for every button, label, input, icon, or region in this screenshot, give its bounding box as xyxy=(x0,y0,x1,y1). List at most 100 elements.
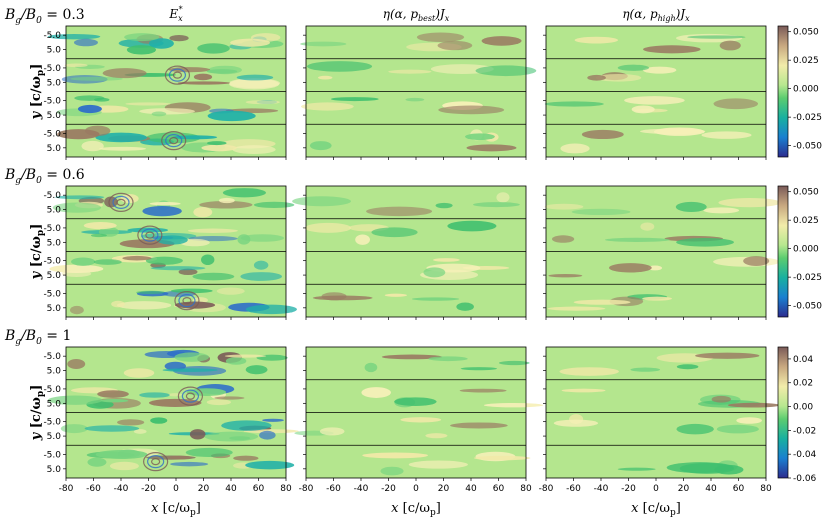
heatmap-blob xyxy=(125,102,171,106)
vortex-ring xyxy=(137,225,163,245)
x-tick-label: 40 xyxy=(225,484,237,494)
heatmap-blob xyxy=(719,40,741,51)
heatmap-blob xyxy=(473,455,531,461)
heatmap-blob xyxy=(47,34,101,40)
row-label: Bg/B0 = 1 xyxy=(4,328,71,347)
vortex-ring xyxy=(185,392,196,400)
heatmap-blob xyxy=(214,396,245,400)
y-axis-label: y [c/ωp] xyxy=(29,64,46,121)
heatmap-blob xyxy=(83,222,117,230)
y-tick-label: 5.0 xyxy=(47,399,62,409)
heatmap-blob xyxy=(574,36,619,44)
heatmap-blob xyxy=(716,424,759,434)
vortex-ring xyxy=(169,137,179,145)
column-title: η(α, phigh)Jx xyxy=(622,7,690,23)
heatmap-blob xyxy=(221,420,272,431)
heatmap-blob xyxy=(52,202,102,213)
heatmap-blob xyxy=(711,395,731,403)
heatmap-blob xyxy=(229,436,251,441)
heatmap-blob xyxy=(466,144,517,152)
y-tick-label: -5.0 xyxy=(43,450,61,460)
heatmap-blob xyxy=(97,390,129,398)
y-tick-label: 5.0 xyxy=(47,238,62,248)
vortex-ring xyxy=(141,228,159,242)
heatmap-blob xyxy=(77,104,102,114)
heatmap-blob xyxy=(245,460,295,470)
heatmap-blob xyxy=(727,402,780,408)
heatmap-blob xyxy=(81,140,104,152)
heatmap-blob xyxy=(99,146,147,151)
heatmap-blob xyxy=(553,419,599,427)
x-tick-label: 60 xyxy=(493,484,505,494)
heatmap-blob xyxy=(109,461,139,471)
heatmap-blob xyxy=(49,264,104,273)
x-tick-label: 80 xyxy=(280,484,292,494)
y-tick-label: -5.0 xyxy=(43,352,61,362)
y-tick-label: -5.0 xyxy=(43,31,61,41)
vortex-ring xyxy=(143,452,169,472)
heatmap-blob xyxy=(423,267,446,278)
heatmap-blob xyxy=(483,402,544,408)
row-label: Bg/B0 = 0.6 xyxy=(4,167,85,186)
heatmap-blob xyxy=(167,455,192,460)
row-label: Bg/B0 = 0.3 xyxy=(4,7,85,26)
heatmap-blob xyxy=(116,301,172,310)
heatmap-blob xyxy=(428,356,468,362)
heatmap-blob xyxy=(581,129,624,140)
heatmap-blob xyxy=(460,367,498,371)
heatmap-blob xyxy=(95,449,148,460)
heatmap-blob xyxy=(148,38,174,49)
heatmap-blob xyxy=(169,35,189,42)
heatmap-blob xyxy=(149,202,181,206)
heatmap-blob xyxy=(631,105,655,114)
heatmap-blob xyxy=(642,66,677,74)
heatmap-blob xyxy=(204,431,259,442)
heatmap-blob xyxy=(47,395,103,405)
heatmap-blob xyxy=(384,293,407,297)
heatmap-blob xyxy=(206,141,227,146)
heatmap-blob xyxy=(139,108,195,115)
x-tick-label: 0 xyxy=(413,484,419,494)
y-tick-label: 5.0 xyxy=(47,78,62,88)
heatmap-blob xyxy=(192,297,208,304)
vortex-ring xyxy=(151,458,161,466)
heatmap-blob xyxy=(95,132,147,143)
heatmap-blob xyxy=(714,464,744,475)
heatmap-blob xyxy=(233,455,259,461)
heatmap-blob xyxy=(172,135,218,140)
x-tick-label: 20 xyxy=(678,484,690,494)
heatmap-blob xyxy=(218,197,235,204)
x-tick-label: 40 xyxy=(705,484,717,494)
heatmap-blob xyxy=(381,354,443,360)
y-tick-label: 5.0 xyxy=(47,206,62,216)
x-tick-label: -40 xyxy=(354,484,369,494)
heatmap-blob xyxy=(124,33,160,42)
colorbar-tick-label: 0.02 xyxy=(793,379,813,389)
heatmap-blob xyxy=(587,74,606,81)
y-axis-label: y [c/ωp] xyxy=(29,385,46,442)
heatmap-blob xyxy=(136,290,165,295)
heatmap-blob xyxy=(361,387,391,398)
x-tick-label: 40 xyxy=(465,484,477,494)
heatmap-blob xyxy=(87,457,107,467)
x-tick-label: 20 xyxy=(198,484,210,494)
heatmap-blob xyxy=(245,304,297,315)
heatmap-blob xyxy=(561,388,606,393)
y-tick-label: -5.0 xyxy=(43,191,61,201)
vortex-ring xyxy=(172,71,183,79)
heatmap-blob xyxy=(201,254,215,266)
heatmap-blob xyxy=(145,256,183,265)
colorbar-tick-label: 0.050 xyxy=(793,188,819,198)
y-tick-label: 5.0 xyxy=(47,432,62,442)
x-axis-label: x [c/ωp] xyxy=(151,501,201,518)
heatmap-blob xyxy=(595,73,642,82)
heatmap-blob xyxy=(560,143,590,154)
heatmap-blob xyxy=(168,67,211,73)
heatmap-blob xyxy=(411,297,460,301)
vortex-ring xyxy=(182,297,192,305)
x-tick-label: -20 xyxy=(141,484,156,494)
heatmap-blob xyxy=(718,198,782,208)
y-tick-label: 5.0 xyxy=(47,271,62,281)
y-tick-label: -5.0 xyxy=(43,385,61,395)
